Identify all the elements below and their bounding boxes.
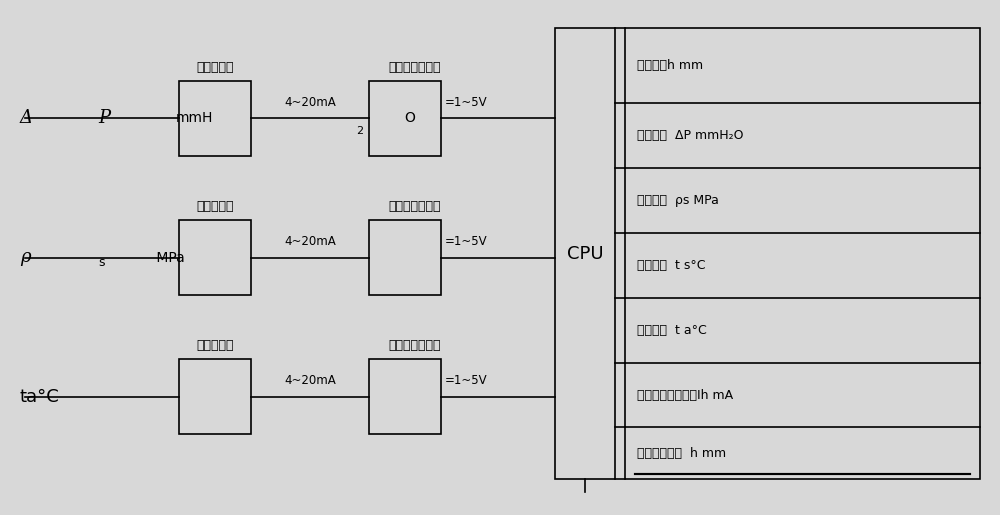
Text: 电流电压转换器: 电流电压转换器 — [389, 61, 441, 74]
Text: 数码显示  ρs MPa: 数码显示 ρs MPa — [637, 194, 719, 207]
Text: mmH: mmH — [176, 111, 213, 126]
Text: CPU: CPU — [567, 245, 603, 263]
Bar — [179, 81, 251, 156]
Text: ta°C: ta°C — [20, 388, 60, 405]
Text: =1~5V: =1~5V — [445, 96, 488, 109]
Text: =1~5V: =1~5V — [445, 374, 488, 387]
Text: 4~20mA: 4~20mA — [284, 96, 336, 109]
Bar — [179, 359, 251, 434]
Text: 电流电压转换器: 电流电压转换器 — [389, 200, 441, 213]
Text: O: O — [404, 111, 415, 126]
Text: 压力变送器: 压力变送器 — [196, 200, 234, 213]
Bar — [625, 28, 980, 479]
Text: 电流电压转换器: 电流电压转换器 — [389, 339, 441, 352]
Text: 2: 2 — [356, 126, 363, 136]
Text: 温度变送器: 温度变送器 — [196, 339, 234, 352]
Text: ρ: ρ — [20, 249, 31, 266]
Text: P: P — [98, 110, 110, 127]
Text: 差压变送器: 差压变送器 — [196, 61, 234, 74]
Text: Δ: Δ — [20, 110, 33, 127]
Text: s: s — [98, 256, 104, 269]
Text: 4~20mA: 4~20mA — [284, 235, 336, 248]
Bar — [555, 28, 615, 479]
Bar — [369, 220, 441, 295]
Bar — [369, 81, 441, 156]
Text: 数码显示  t s°C: 数码显示 t s°C — [637, 259, 706, 272]
Text: 数码显示  ΔP mmH₂O: 数码显示 ΔP mmH₂O — [637, 129, 744, 142]
Bar — [179, 220, 251, 295]
Text: 水位电流输出信号Ih mA: 水位电流输出信号Ih mA — [637, 388, 733, 402]
Text: 4~20mA: 4~20mA — [284, 374, 336, 387]
Text: 光柱显示水位  h mm: 光柱显示水位 h mm — [637, 447, 726, 460]
Text: 数码显示h mm: 数码显示h mm — [637, 59, 703, 72]
Text: =1~5V: =1~5V — [445, 235, 488, 248]
Text: 数码显示  t a°C: 数码显示 t a°C — [637, 323, 707, 337]
Text: MPa: MPa — [152, 250, 185, 265]
Bar — [369, 359, 441, 434]
